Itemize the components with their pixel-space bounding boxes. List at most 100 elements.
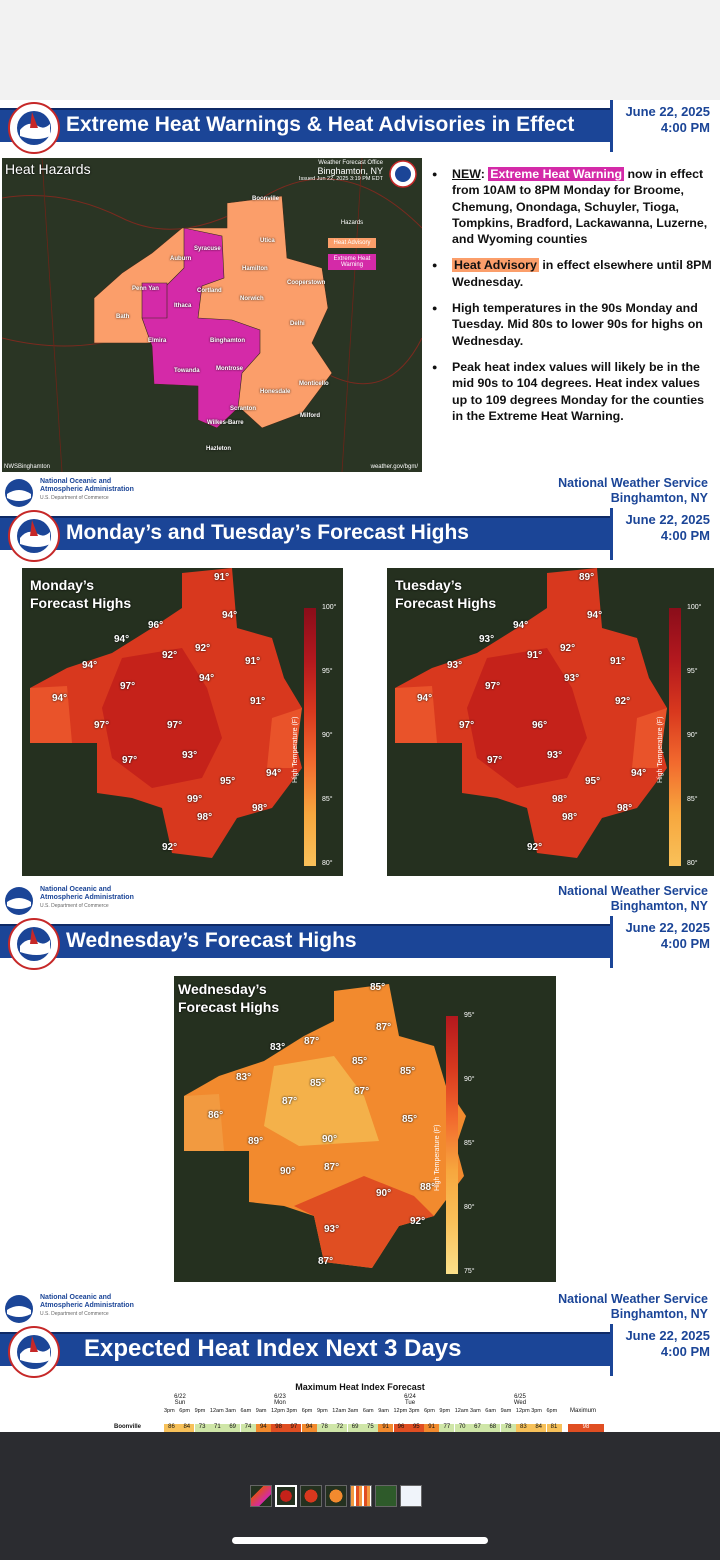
time-text: 4:00 PM [660, 120, 710, 135]
heat-index-cell: 95 [408, 1424, 424, 1432]
noaa-line-1: National Oceanic and [40, 886, 112, 893]
heat-index-cell: 68 [485, 1424, 501, 1432]
scale-tick-label: 85° [464, 1140, 475, 1147]
temp-label: 98° [617, 803, 633, 814]
nws-logo-icon [8, 1326, 60, 1378]
thumbnail-3[interactable] [300, 1485, 322, 1507]
temp-label: 98° [552, 794, 568, 805]
heat-index-cell: 84 [179, 1424, 195, 1432]
slide-footer: National Oceanic and Atmospheric Adminis… [0, 1290, 720, 1324]
city-label: Towanda [174, 368, 200, 374]
thumbnail-5[interactable] [350, 1485, 372, 1507]
temp-label: 95° [220, 776, 236, 787]
bullet-2-text: in effect elsewhere until 8PM Wednesday. [452, 258, 712, 289]
temp-label: 94° [114, 634, 130, 645]
hour-header: 9pm [317, 1408, 328, 1414]
hazards-legend: Hazards Heat Advisory Extreme Heat Warni… [328, 220, 376, 270]
scale-tick-label: 80° [322, 860, 333, 867]
header-band [0, 924, 720, 958]
temp-label: 97° [94, 720, 110, 731]
temp-label: 94° [631, 768, 647, 779]
temp-label: 94° [82, 660, 98, 671]
nws-line-2: Binghamton, NY [610, 1307, 708, 1321]
heat-index-cell: 70 [454, 1424, 470, 1432]
temp-label: 87° [304, 1036, 320, 1047]
heat-index-cell: 71 [209, 1424, 225, 1432]
heat-index-cell: 94 [255, 1424, 271, 1432]
temp-label: 94° [52, 693, 68, 704]
hazard-bullets: NEW: Extreme Heat Warning now in effect … [432, 166, 714, 434]
home-indicator[interactable] [232, 1537, 488, 1544]
nws-line-2: Binghamton, NY [610, 899, 708, 913]
city-label: Syracuse [194, 246, 221, 252]
noaa-text: National Oceanic and Atmospheric Adminis… [40, 886, 134, 910]
hour-header: 3pm [286, 1408, 298, 1414]
temp-label: 97° [120, 681, 136, 692]
noaa-line-1: National Oceanic and [40, 478, 112, 485]
hour-header: 9am [500, 1408, 512, 1414]
monday-map-graphic [22, 568, 343, 876]
temp-label: 92° [527, 842, 543, 853]
temp-label: 91° [214, 572, 230, 583]
city-label: Elmira [148, 338, 167, 344]
thumbnail-1[interactable] [250, 1485, 272, 1507]
hour-header: 12pm [271, 1408, 285, 1414]
monday-label-2: Forecast Highs [30, 595, 132, 611]
bullet-advisory: Heat Advisory in effect elsewhere until … [432, 257, 714, 290]
legend-advisory: Heat Advisory [328, 238, 376, 248]
temp-label: 96° [148, 620, 164, 631]
date-text: June 22, 2025 [625, 512, 710, 527]
noaa-text: National Oceanic and Atmospheric Adminis… [40, 478, 134, 502]
bullet-highs: High temperatures in the 90s Monday and … [432, 300, 714, 349]
temp-label: 86° [208, 1110, 224, 1121]
thumbnail-strip [250, 1485, 422, 1507]
slide-footer: National Oceanic and Atmospheric Adminis… [0, 882, 720, 916]
max-header: Maximum [570, 1408, 597, 1414]
header-band [0, 516, 720, 550]
thumbnail-6[interactable] [375, 1485, 397, 1507]
legend-warning-2: Warning [340, 262, 364, 268]
thumbnail-2[interactable] [275, 1485, 297, 1507]
advisory-highlight: Heat Advisory [452, 258, 539, 273]
map-credit-right: weather.gov/bgm/ [370, 464, 418, 470]
heat-index-table: Maximum Heat Index Forecast 6/22 Sun 6/23 M… [110, 1380, 610, 1432]
heat-index-table-title: Maximum Heat Index Forecast [295, 1382, 425, 1392]
city-label: Boonville [252, 196, 280, 202]
day-header: 6/22 Sun [170, 1394, 190, 1406]
heat-index-cell: 91 [378, 1424, 394, 1432]
temp-label: 97° [487, 755, 503, 766]
wednesday-label-1: Wednesday’s [178, 981, 267, 997]
noaa-line-3: U.S. Department of Commerce [40, 1311, 109, 1317]
bullet-heat-index: Peak heat index values will likely be in… [432, 359, 714, 424]
header-band [0, 1332, 720, 1366]
monday-label-1: Monday’s [30, 577, 95, 593]
noaa-line-2: Atmospheric Administration [40, 1302, 134, 1309]
noaa-logo-icon [5, 1295, 33, 1323]
hour-header: 3am [470, 1408, 481, 1414]
nws-office: National Weather Service Binghamton, NY [558, 1292, 708, 1322]
scale-axis-label: High Temperature (F) [657, 716, 664, 783]
heat-index-cell: 78 [317, 1424, 332, 1432]
temp-label: 93° [324, 1224, 340, 1235]
scale-axis-label: High Temperature (F) [434, 1124, 441, 1191]
nws-logo-icon [8, 102, 60, 154]
thumbnail-7[interactable] [400, 1485, 422, 1507]
scale-tick-label: 90° [464, 1076, 475, 1083]
tuesday-scale: 100° 95° 90° 85° 80° High Temperature (F) [657, 604, 709, 870]
bullet-3-text: High temperatures in the 90s Monday and … [452, 301, 703, 348]
monday-scale: 100° 95° 90° 85° 80° High Temperature (F) [292, 604, 340, 870]
bullet-new-warning: NEW: Extreme Heat Warning now in effect … [432, 166, 714, 247]
scale-tick-label: 80° [464, 1204, 475, 1211]
city-label: Auburn [170, 256, 192, 262]
temp-label: 92° [162, 650, 178, 661]
time-text: 4:00 PM [660, 936, 710, 951]
day-date: 6/24 [404, 1394, 416, 1400]
heat-index-cell: 81 [546, 1424, 562, 1432]
noaa-line-1: National Oceanic and [40, 1294, 112, 1301]
wednesday-highs-map: Wednesday’s Forecast Highs 85° 87° 87° 83° 8… [174, 976, 556, 1282]
temp-label: 87° [376, 1022, 392, 1033]
temp-label: 97° [167, 720, 183, 731]
day-name: Wed [513, 1400, 527, 1406]
temp-label: 91° [250, 696, 266, 707]
thumbnail-4[interactable] [325, 1485, 347, 1507]
